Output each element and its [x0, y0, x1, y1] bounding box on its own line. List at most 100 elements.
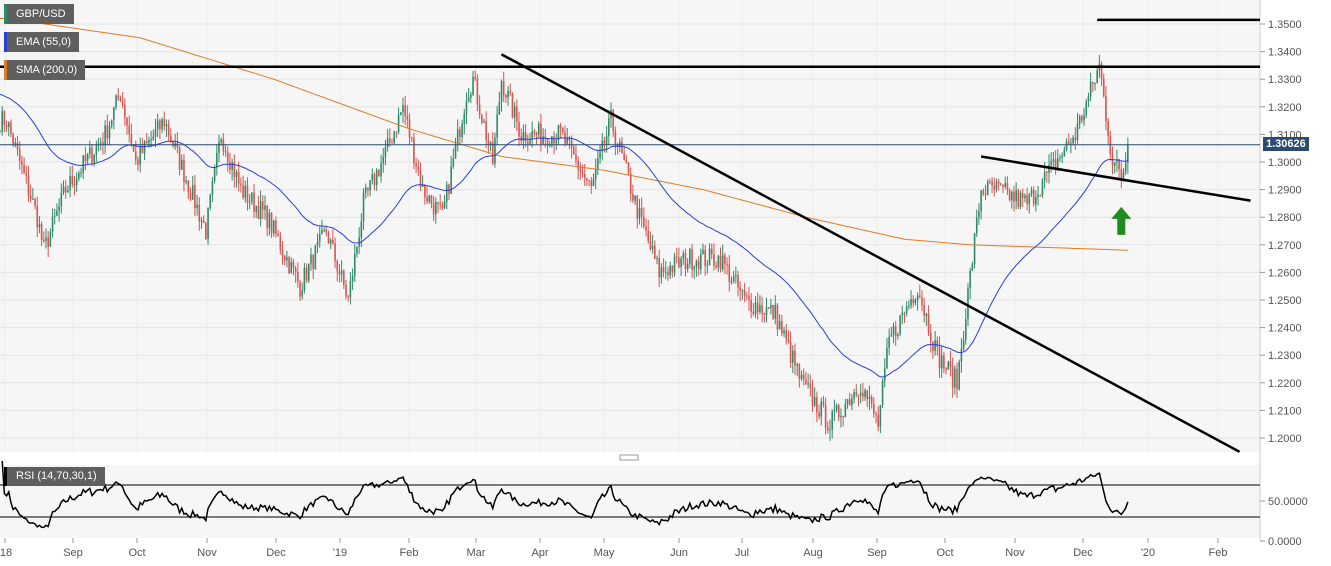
candle-body — [601, 140, 604, 152]
candle-body — [813, 397, 816, 406]
candle-body — [848, 399, 851, 406]
legend-rsi-label: RSI (14,70,30,1) — [16, 470, 97, 482]
legend-symbol[interactable]: GBP/USD — [4, 4, 74, 24]
candle-body — [796, 364, 798, 366]
candle-body — [925, 313, 928, 316]
candle-body — [1, 111, 3, 132]
last-price-tag: 1.30626 — [1263, 137, 1309, 151]
candle-body — [905, 306, 908, 314]
candle-body — [264, 205, 266, 210]
candle-body — [1002, 184, 1004, 187]
candle-body — [932, 342, 934, 351]
trendline[interactable] — [500, 53, 1241, 453]
legend-ema[interactable]: EMA (55,0) — [4, 32, 80, 52]
candle-body — [115, 95, 117, 108]
candle-body — [816, 397, 818, 413]
candle-body — [202, 220, 205, 224]
candle-body — [450, 166, 452, 194]
candle-body — [266, 205, 268, 228]
candle-body — [1056, 158, 1059, 170]
candle-body — [502, 81, 505, 96]
candle-body — [951, 367, 954, 388]
y-tick-label: 1.2000 — [1268, 433, 1302, 445]
candle-body — [822, 401, 825, 405]
candle-body — [213, 167, 216, 181]
candle-body — [522, 132, 525, 141]
candle-body — [864, 390, 866, 397]
candle-body — [233, 162, 236, 178]
candle-body — [384, 147, 387, 157]
candle-body — [489, 141, 492, 145]
candle-body — [888, 336, 890, 348]
candle-body — [69, 176, 71, 191]
candle-body — [750, 299, 752, 312]
candle-body — [231, 162, 233, 170]
candle-body — [897, 334, 899, 336]
candle-body — [467, 97, 470, 102]
candle-body — [246, 185, 249, 203]
candle-body — [12, 133, 14, 146]
candle-body — [395, 131, 398, 133]
candle-body — [1004, 183, 1007, 187]
candle-body — [544, 136, 547, 139]
candle-body — [71, 176, 74, 185]
panel-resize-handle[interactable] — [619, 454, 639, 461]
candle-body — [837, 405, 840, 418]
candle-body — [971, 264, 974, 271]
candle-body — [498, 102, 501, 115]
candle-body — [209, 194, 212, 208]
candle-body — [921, 297, 923, 305]
candle-body — [566, 138, 569, 144]
candle-body — [835, 405, 838, 411]
candle-body — [23, 164, 25, 173]
candle-body — [658, 258, 660, 278]
candle-body — [38, 224, 41, 228]
candle-body — [809, 383, 812, 388]
trendline[interactable] — [980, 155, 1251, 202]
candle-body — [299, 281, 301, 297]
candle-body — [443, 201, 446, 209]
candle-body — [110, 120, 113, 126]
candle-body — [404, 105, 406, 116]
candle-body — [491, 141, 494, 164]
candle-body — [275, 220, 277, 235]
candle-body — [1085, 101, 1088, 116]
legend-rsi[interactable]: RSI (14,70,30,1) — [4, 467, 105, 486]
candle-body — [137, 159, 139, 165]
candle-body — [183, 160, 185, 183]
candle-body — [49, 231, 52, 247]
candle-body — [301, 290, 304, 297]
candle-body — [967, 288, 969, 320]
candle-body — [730, 281, 733, 283]
candle-body — [542, 136, 544, 144]
candle-body — [323, 229, 325, 231]
candle-body — [165, 124, 168, 127]
candle-body — [14, 142, 17, 146]
legend-sma[interactable]: SMA (200,0) — [4, 60, 86, 80]
candle-body — [1105, 96, 1107, 122]
candle-body — [0, 131, 1, 133]
candle-body — [800, 374, 803, 379]
candle-body — [776, 304, 779, 330]
candle-body — [851, 398, 853, 406]
candle-body — [1037, 194, 1039, 198]
candle-body — [187, 180, 190, 193]
candle-body — [787, 339, 790, 342]
candle-body — [248, 201, 251, 203]
candle-body — [892, 326, 895, 335]
candle-body — [34, 198, 36, 206]
y-tick-label: 1.2400 — [1268, 323, 1302, 335]
x-tick-label: Apr — [531, 547, 548, 559]
candle-body — [216, 152, 218, 168]
candle-body — [145, 141, 148, 144]
candle-body — [846, 399, 849, 405]
candle-body — [150, 139, 152, 141]
candle-body — [767, 307, 770, 309]
candle-body — [873, 403, 875, 414]
candle-body — [1083, 115, 1085, 121]
candle-body — [1006, 183, 1009, 191]
candle-body — [314, 245, 317, 269]
candle-body — [991, 181, 993, 186]
candle-body — [141, 146, 144, 154]
